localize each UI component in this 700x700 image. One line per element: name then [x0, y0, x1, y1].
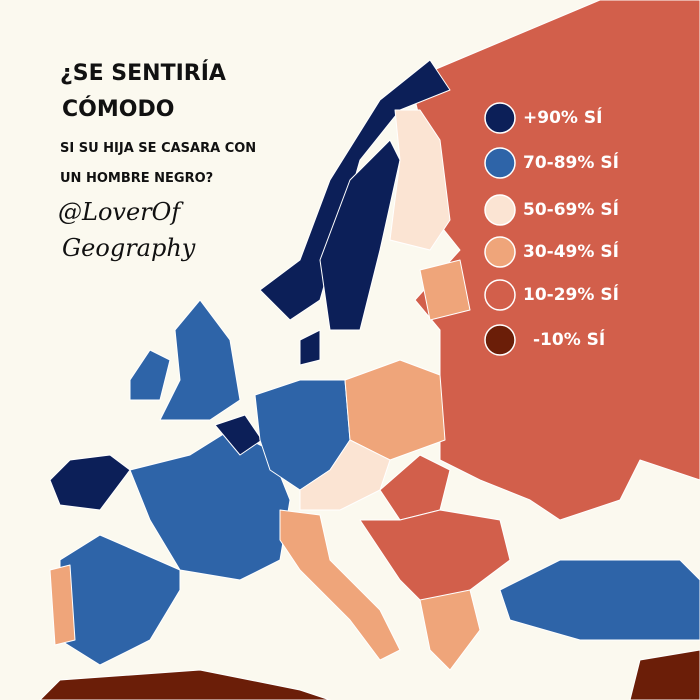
legend-label: 70-89% SÍ — [523, 151, 619, 173]
subtitle-line: UN HOMBRE NEGRO? — [60, 171, 213, 186]
legend-label: +90% SÍ — [523, 106, 602, 128]
legend-label: 50-69% SÍ — [523, 198, 619, 220]
central-europe — [299, 439, 391, 511]
author: @LoverOf — [58, 198, 184, 226]
title-line: CÓMODO — [62, 96, 174, 122]
turkey — [499, 559, 700, 641]
iceland — [49, 454, 131, 511]
title-line: ¿SE SENTIRÍA — [60, 60, 226, 86]
legend-label: 10-29% SÍ — [523, 283, 619, 305]
italy — [279, 509, 401, 661]
russia-east — [409, 0, 700, 521]
legend-label: -10% SÍ — [533, 328, 605, 350]
greece — [419, 589, 481, 671]
baltics — [419, 259, 471, 321]
sweden — [319, 139, 401, 331]
middle-east — [629, 649, 700, 700]
finland — [389, 109, 451, 251]
subtitle-line: SI SU HIJA SE CASARA CON — [60, 141, 256, 156]
balkans — [359, 509, 511, 611]
legend-swatch — [484, 279, 516, 311]
legend: +90% SÍ 70-89% SÍ 50-69% SÍ 30-49% SÍ 10-29%… — [484, 102, 619, 356]
denmark — [299, 329, 321, 366]
spain — [59, 534, 181, 666]
legend-swatch — [484, 102, 516, 134]
countries — [39, 0, 700, 700]
legend-swatch — [484, 236, 516, 268]
legend-swatch — [484, 194, 516, 226]
norway — [259, 59, 451, 321]
north-africa — [39, 669, 331, 700]
hungary — [379, 454, 451, 521]
legend-label: 30-49% SÍ — [523, 240, 619, 262]
uk — [159, 299, 241, 421]
author: Geography — [62, 234, 196, 262]
portugal — [49, 564, 76, 646]
legend-swatch — [484, 324, 516, 356]
ireland — [129, 349, 171, 401]
legend-swatch — [484, 147, 516, 179]
